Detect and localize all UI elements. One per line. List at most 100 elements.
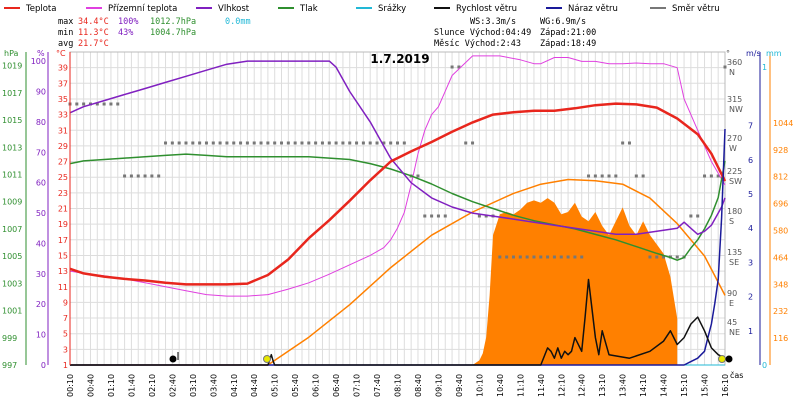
tick-degc: 37: [58, 79, 68, 88]
wind-direction-point: [198, 141, 202, 145]
stats-max-rain: 0.0mm: [225, 17, 251, 27]
wind-direction-point: [102, 102, 106, 106]
tick-time: 08:10: [394, 374, 403, 397]
tick-pct: 100: [31, 57, 46, 66]
wind-direction-point: [546, 255, 550, 259]
wind-direction-point: [498, 255, 502, 259]
tick-hpa: 1001: [2, 307, 22, 316]
wind-direction-point: [382, 141, 386, 145]
legend-label: Náraz větru: [568, 4, 618, 14]
wind-direction-point: [477, 214, 481, 218]
wind-direction-point: [95, 102, 99, 106]
wind-direction-point: [143, 174, 147, 178]
stats-sun-set: Západ:21:00: [540, 28, 596, 38]
wind-direction-point: [286, 141, 290, 145]
wind-direction-point: [129, 174, 133, 178]
tick-degc: 13: [58, 267, 68, 276]
unit-deg: °: [726, 49, 730, 58]
tick-dir-deg: 315: [727, 95, 742, 104]
axes-layer: 9979991001100310051007100910111013101510…: [2, 52, 793, 397]
wind-direction-point: [368, 141, 372, 145]
wind-direction-point: [573, 255, 577, 259]
stats-max-label: max: [58, 17, 73, 27]
wind-direction-point: [348, 141, 352, 145]
wind-direction-point: [239, 141, 243, 145]
moonrise-marker: [169, 355, 177, 363]
tick-time: 12:10: [557, 374, 566, 397]
wind-direction-point: [341, 141, 345, 145]
marker-layer: [169, 352, 733, 363]
tick-hpa: 999: [2, 334, 17, 343]
wind-direction-point: [655, 255, 659, 259]
wind-direction-point: [259, 141, 263, 145]
tick-time: 16:10: [721, 374, 730, 397]
wind-direction-point: [293, 141, 297, 145]
wind-direction-point: [266, 141, 270, 145]
legend-label: Přízemní teplota: [108, 4, 177, 14]
tick-hpa: 1019: [2, 62, 22, 71]
stats-max-temp: 34.4°C: [78, 17, 109, 27]
wind-direction-point: [245, 141, 249, 145]
tick-dir-deg: 135: [727, 248, 742, 257]
wind-direction-point: [116, 102, 120, 106]
tick-time: 14:40: [660, 374, 669, 397]
tick-pct: 70: [36, 148, 46, 157]
wind-direction-point: [716, 174, 720, 178]
tick-ms: 6: [748, 156, 753, 165]
tick-time: 03:10: [189, 374, 198, 397]
tick-dir-deg: 180: [727, 207, 742, 216]
wind-direction-point: [696, 214, 700, 218]
tick-time: 00:10: [66, 374, 75, 397]
wind-direction-point: [75, 102, 79, 106]
tick-radiation: 812: [773, 173, 788, 182]
wind-direction-point: [157, 174, 161, 178]
wind-direction-point: [184, 141, 188, 145]
wind-direction-point: [355, 141, 359, 145]
unit-degc: °C: [56, 49, 66, 58]
tick-mm: 0: [762, 361, 767, 370]
tick-time: 09:10: [434, 374, 443, 397]
tick-hpa: 1011: [2, 170, 22, 179]
tick-hpa: 1013: [2, 143, 22, 152]
tick-radiation: 696: [773, 200, 788, 209]
wind-direction-point: [307, 141, 311, 145]
legend-label: Srážky: [378, 4, 406, 14]
wind-direction-point: [232, 141, 236, 145]
tick-ms: 5: [748, 190, 753, 199]
stats-min-label: min: [58, 28, 73, 38]
wind-direction-point: [723, 65, 727, 69]
axis-unit-labels: hPa % °C ° m/s mm čas: [4, 49, 782, 380]
tick-degc: 31: [58, 126, 68, 135]
tick-hpa: 1007: [2, 225, 22, 234]
wind-direction-point: [505, 255, 509, 259]
wind-direction-point: [511, 255, 515, 259]
tick-degc: 5: [63, 330, 68, 339]
wind-direction-point: [430, 214, 434, 218]
tick-degc: 21: [58, 205, 68, 214]
tick-pct: 80: [36, 118, 46, 127]
wind-direction-point: [634, 174, 638, 178]
tick-radiation: 116: [773, 334, 788, 343]
series-přízemní-teplota: [69, 55, 726, 297]
wind-direction-point: [457, 65, 461, 69]
wind-direction-point: [539, 255, 543, 259]
tick-hpa: 1005: [2, 252, 22, 261]
tick-ms: 3: [748, 258, 753, 267]
wind-direction-point: [300, 141, 304, 145]
tick-pct: 10: [36, 331, 46, 340]
tick-time: 07:40: [373, 374, 382, 397]
wind-direction-point: [464, 141, 468, 145]
wind-direction-point: [443, 214, 447, 218]
tick-pct: 50: [36, 209, 46, 218]
tick-dir-name: E: [729, 299, 734, 308]
solar-radiation-area: [472, 198, 678, 365]
stats-min-press: 1004.7hPa: [150, 28, 196, 38]
wind-direction-point: [211, 141, 215, 145]
wind-direction-point: [559, 255, 563, 259]
tick-time: 04:40: [250, 374, 259, 397]
tick-dir-name: NE: [729, 328, 740, 337]
wind-direction-point: [164, 141, 168, 145]
wind-direction-point: [314, 141, 318, 145]
tick-degc: 27: [58, 158, 68, 167]
tick-time: 11:40: [537, 374, 546, 397]
